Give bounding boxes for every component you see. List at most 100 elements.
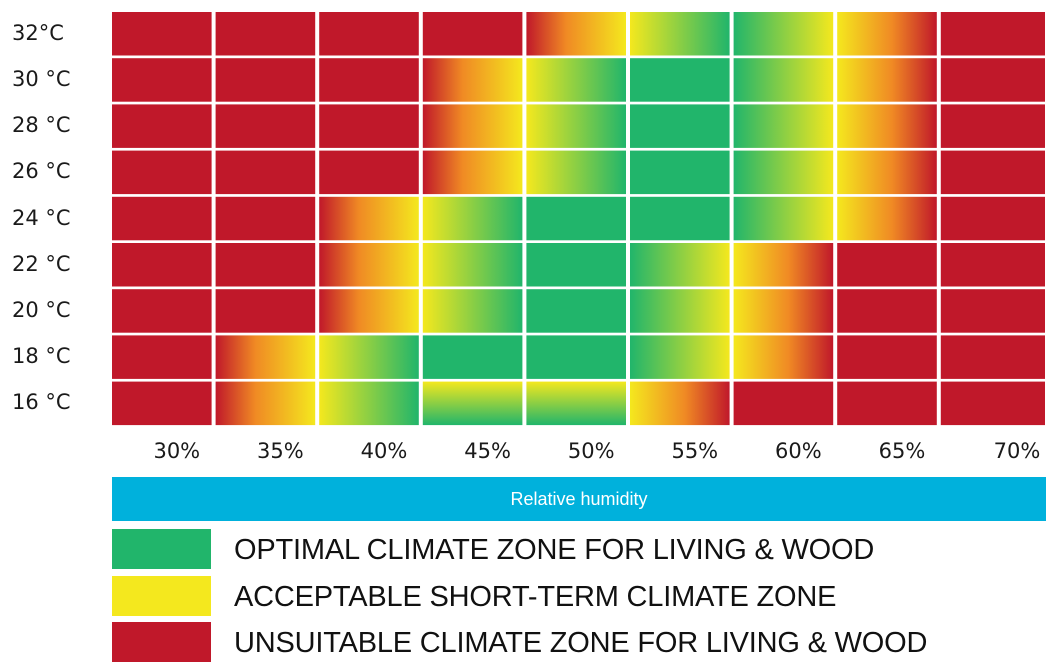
heatmap-cell bbox=[319, 12, 419, 56]
heatmap-cell bbox=[112, 335, 212, 379]
heatmap-cell bbox=[837, 12, 937, 56]
heatmap-cell bbox=[733, 196, 834, 241]
heatmap-cell bbox=[112, 150, 212, 195]
legend-label: OPTIMAL CLIMATE ZONE FOR LIVING & WOOD bbox=[234, 534, 875, 566]
heatmap-cell bbox=[630, 150, 730, 195]
legend-item: OPTIMAL CLIMATE ZONE FOR LIVING & WOOD bbox=[112, 529, 1046, 569]
heatmap-cell bbox=[112, 196, 212, 241]
heatmap-cell bbox=[630, 12, 730, 56]
heatmap-cell bbox=[422, 12, 523, 56]
heatmap-cell bbox=[837, 335, 937, 379]
x-tick-label: 50% bbox=[567, 439, 615, 463]
x-tick-label: 35% bbox=[257, 439, 304, 463]
heatmap-cell bbox=[422, 104, 523, 148]
heatmap-cell bbox=[215, 335, 316, 379]
x-tick-label: 70% bbox=[993, 439, 1041, 463]
heatmap-cell bbox=[215, 381, 316, 426]
heatmap-cell bbox=[837, 58, 937, 102]
heatmap-cell bbox=[733, 104, 834, 148]
heatmap-cell bbox=[319, 58, 419, 102]
heatmap-cell bbox=[733, 381, 834, 426]
heatmap-cell bbox=[319, 289, 419, 333]
legend-swatch bbox=[112, 529, 211, 569]
heatmap-cell bbox=[630, 289, 730, 333]
heatmap-cell bbox=[215, 243, 316, 287]
heatmap-cell bbox=[215, 12, 316, 56]
y-tick-label: 28 °C bbox=[12, 113, 71, 138]
y-tick-label: 22 °C bbox=[12, 251, 71, 276]
heatmap-cell bbox=[422, 335, 523, 379]
heatmap-cell bbox=[319, 196, 419, 241]
x-tick-label: 65% bbox=[878, 439, 926, 463]
heatmap-cell bbox=[526, 335, 626, 379]
y-tick-label: 18 °C bbox=[12, 344, 71, 369]
x-axis-title-bar: Relative humidity bbox=[112, 477, 1046, 521]
heatmap-cell bbox=[215, 150, 316, 195]
heatmap-cell bbox=[733, 335, 834, 379]
x-tick-label: 45% bbox=[464, 439, 511, 463]
legend-label: UNSUITABLE CLIMATE ZONE FOR LIVING & WOO… bbox=[234, 627, 928, 659]
heatmap-cell bbox=[630, 243, 730, 287]
heatmap-cell bbox=[837, 196, 937, 241]
heatmap-cell bbox=[837, 104, 937, 148]
heatmap-cell bbox=[837, 381, 937, 426]
heatmap-cell bbox=[526, 150, 626, 195]
x-axis-title: Relative humidity bbox=[510, 488, 648, 509]
heatmap-cell bbox=[422, 196, 523, 241]
heatmap-cell bbox=[940, 196, 1045, 241]
heatmap-cell bbox=[526, 196, 626, 241]
legend-swatch bbox=[112, 622, 211, 662]
heatmap-cell bbox=[319, 335, 419, 379]
heatmap-cell bbox=[940, 335, 1045, 379]
x-tick-label: 30% bbox=[153, 439, 201, 463]
heatmap-cell bbox=[733, 243, 834, 287]
heatmap-cell bbox=[940, 289, 1045, 333]
heatmap-cell bbox=[940, 381, 1045, 426]
legend-swatch bbox=[112, 576, 211, 616]
heatmap-cell bbox=[940, 12, 1045, 56]
heatmap-cell bbox=[526, 58, 626, 102]
heatmap-cell bbox=[526, 243, 626, 287]
heatmap-cell bbox=[733, 289, 834, 333]
heatmap-cell bbox=[215, 289, 316, 333]
y-tick-label: 26 °C bbox=[12, 159, 71, 184]
x-tick-label: 55% bbox=[671, 439, 719, 463]
legend-label: ACCEPTABLE SHORT-TERM CLIMATE ZONE bbox=[234, 581, 837, 613]
heatmap-cell bbox=[940, 150, 1045, 195]
heatmap-cell bbox=[112, 243, 212, 287]
heatmap-cell bbox=[733, 12, 834, 56]
heatmap-cell bbox=[733, 150, 834, 195]
x-tick-label: 40% bbox=[360, 439, 408, 463]
heatmap-cell bbox=[526, 381, 626, 426]
heatmap-cell bbox=[630, 335, 730, 379]
y-tick-label: 24 °C bbox=[12, 205, 71, 230]
legend-item: UNSUITABLE CLIMATE ZONE FOR LIVING & WOO… bbox=[112, 622, 1046, 662]
heatmap-cell bbox=[837, 150, 937, 195]
heatmap-cell bbox=[630, 58, 730, 102]
heatmap-cell bbox=[733, 58, 834, 102]
heatmap-cell bbox=[526, 104, 626, 148]
heatmap-cell bbox=[422, 150, 523, 195]
heatmap-cell bbox=[630, 104, 730, 148]
heatmap-cell bbox=[112, 12, 212, 56]
heatmap-cell bbox=[940, 58, 1045, 102]
heatmap-cell bbox=[319, 104, 419, 148]
heatmap-cell bbox=[837, 289, 937, 333]
heatmap-cell bbox=[112, 104, 212, 148]
heatmap-cell bbox=[319, 243, 419, 287]
heatmap-cell bbox=[422, 58, 523, 102]
heatmap-cell bbox=[319, 381, 419, 426]
heatmap-cell bbox=[215, 58, 316, 102]
y-tick-label: 32°C bbox=[12, 20, 64, 45]
x-tick-label: 60% bbox=[775, 439, 822, 463]
heatmap-cell bbox=[526, 12, 626, 56]
heatmap-cells bbox=[112, 12, 1045, 426]
y-tick-label: 30 °C bbox=[12, 66, 71, 91]
heatmap-cell bbox=[940, 243, 1045, 287]
heatmap-cell bbox=[112, 381, 212, 426]
heatmap-cell bbox=[422, 381, 523, 426]
heatmap-cell bbox=[112, 289, 212, 333]
heatmap-cell bbox=[630, 196, 730, 241]
heatmap-cell bbox=[215, 104, 316, 148]
heatmap-cell bbox=[630, 381, 730, 426]
